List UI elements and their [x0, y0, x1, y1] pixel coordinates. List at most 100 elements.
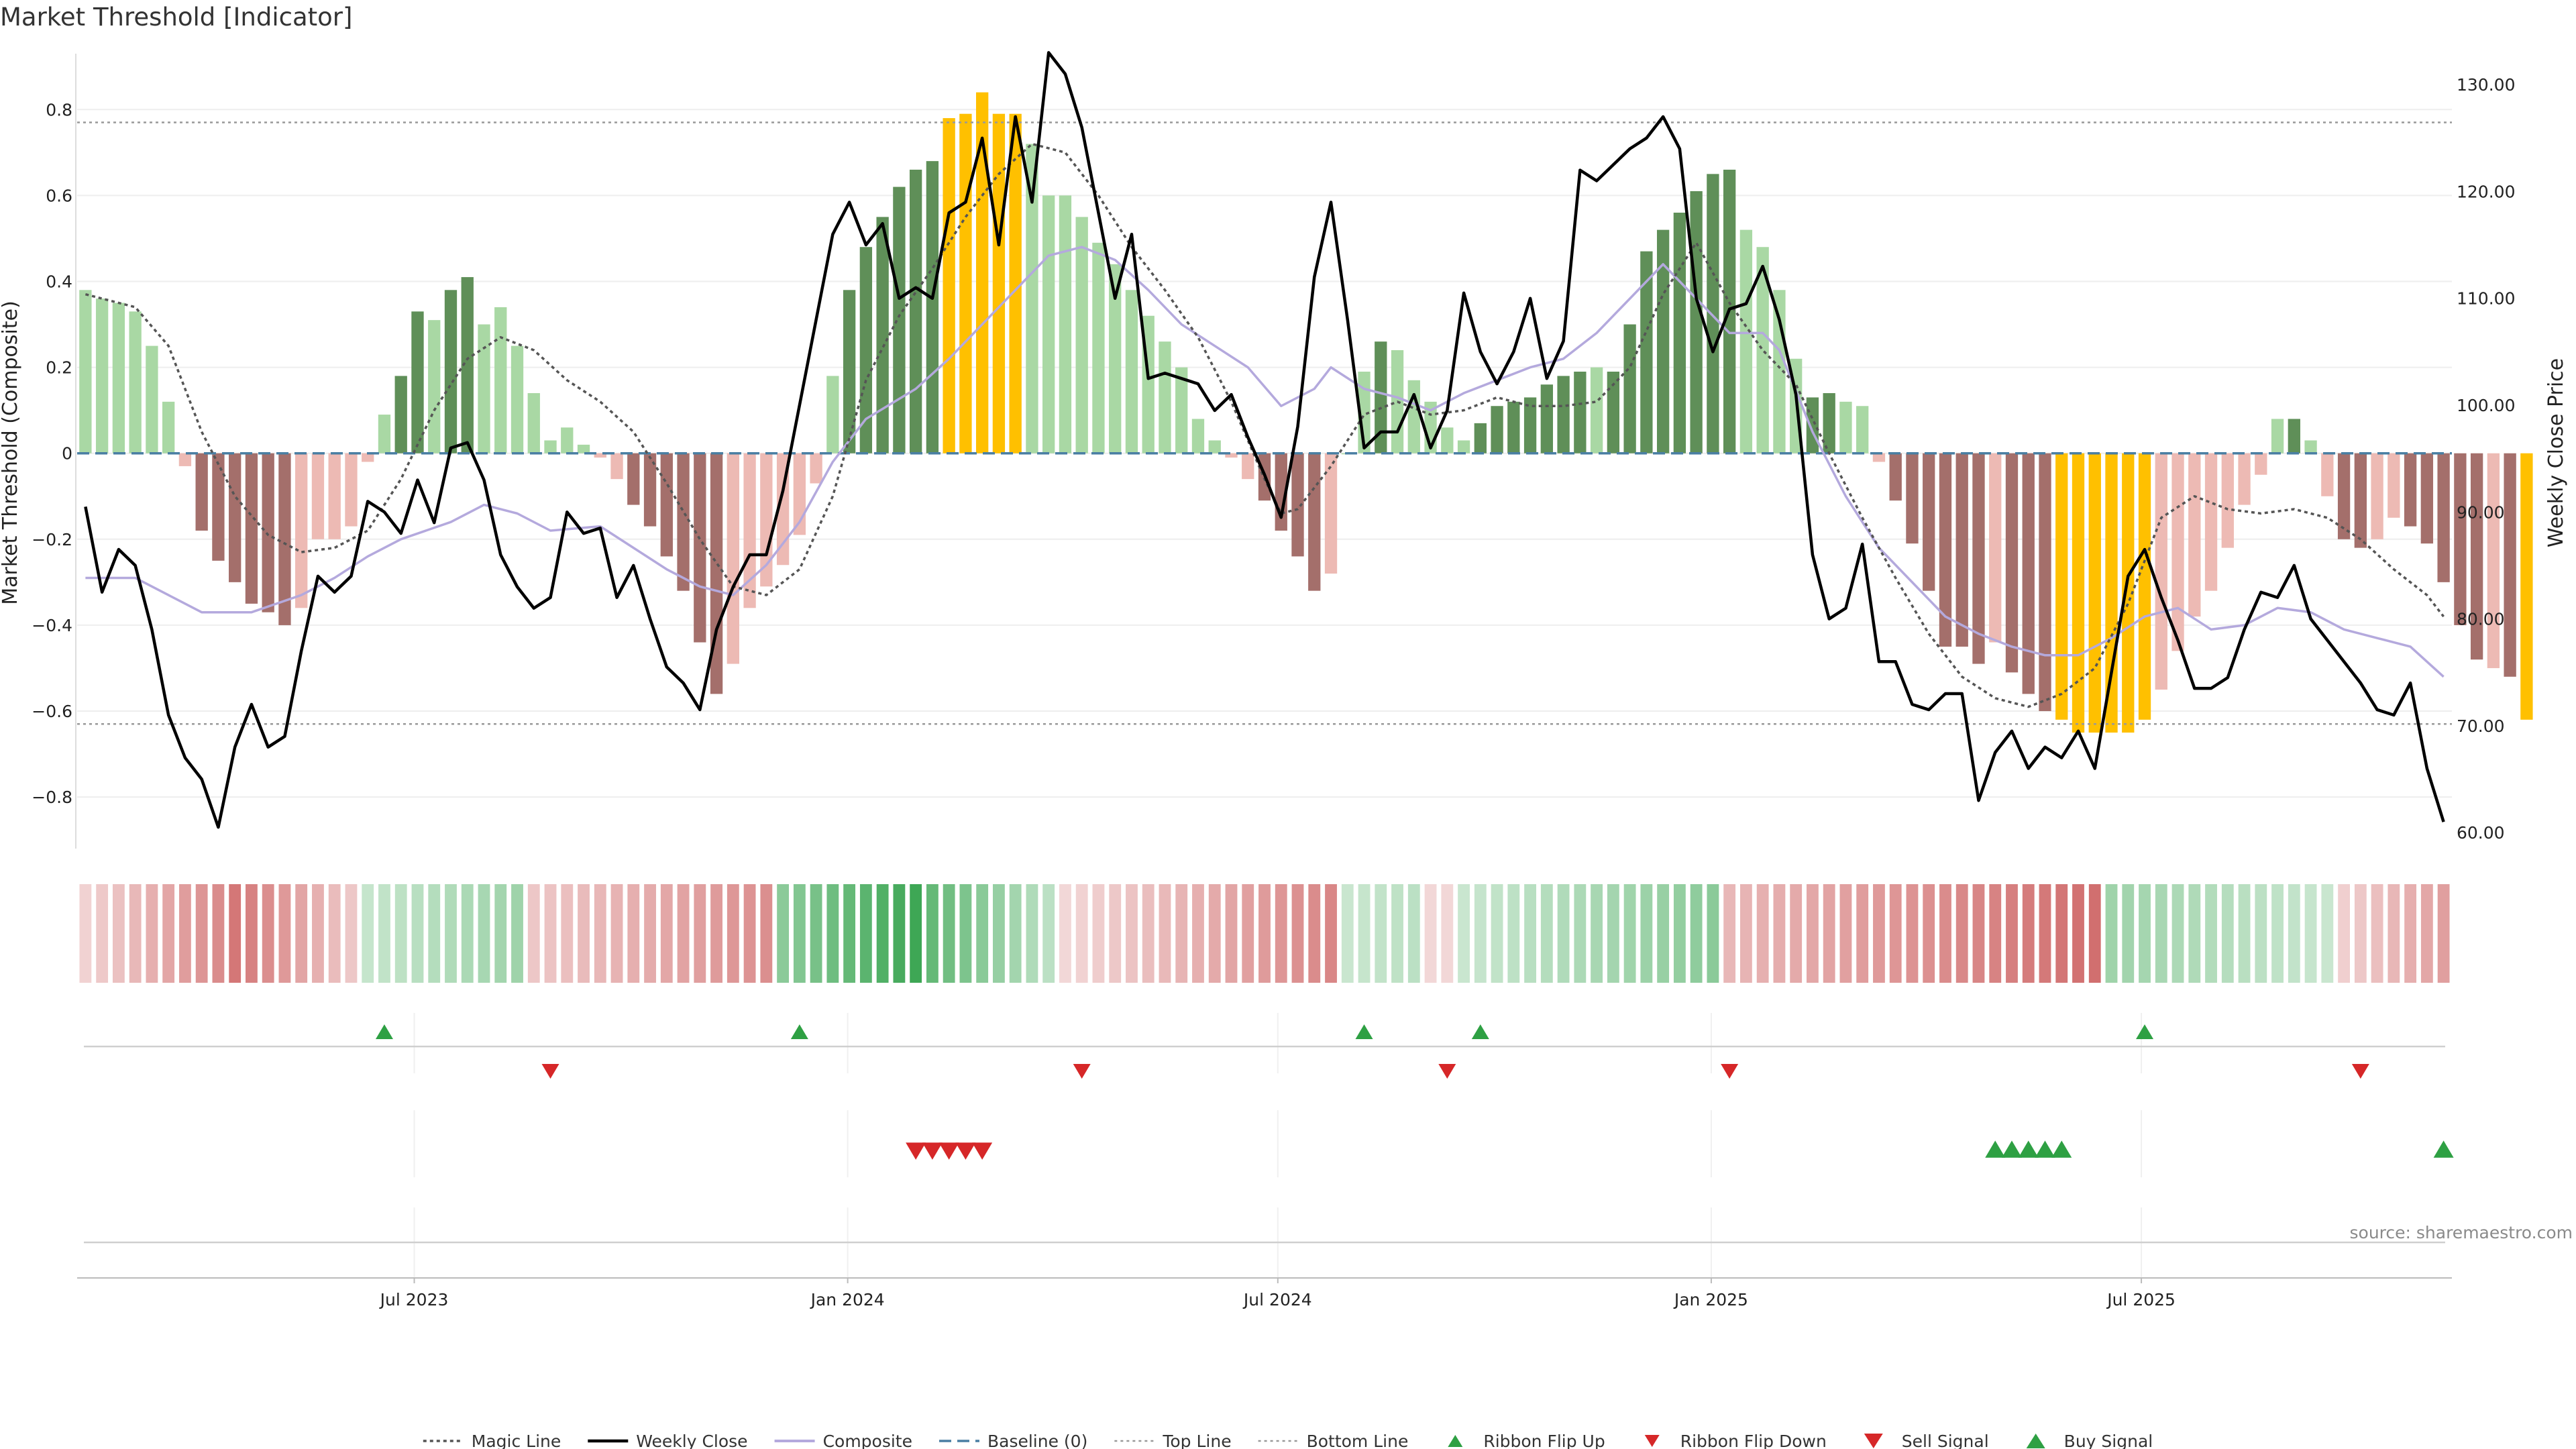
- ribbon-cell: [743, 884, 756, 983]
- composite-bar: [610, 453, 623, 480]
- composite-bar: [959, 113, 972, 453]
- composite-bar: [2055, 453, 2068, 720]
- ribbon-cell: [461, 884, 474, 983]
- composite-bar: [1656, 229, 1670, 453]
- composite-bar: [178, 453, 192, 466]
- ribbon-cell: [594, 884, 606, 983]
- composite-bar: [2072, 453, 2085, 733]
- composite-bar: [1523, 397, 1537, 453]
- composite-bar: [494, 307, 507, 453]
- composite-bar: [278, 453, 291, 625]
- composite-bar: [2288, 419, 2300, 453]
- ribbon-cell: [1175, 884, 1188, 983]
- composite-bar: [345, 453, 358, 527]
- composite-bar: [1690, 191, 1703, 453]
- composite-bar: [79, 290, 92, 453]
- composite-bar: [727, 453, 739, 664]
- x-tick-label: Jul 2025: [2106, 1290, 2176, 1309]
- composite-bar: [1540, 384, 1553, 453]
- ribbon-cell: [2404, 884, 2417, 983]
- composite-bar: [112, 303, 125, 453]
- ribbon-cell: [1375, 884, 1387, 983]
- composite-bar: [1059, 195, 1072, 453]
- composite-bar: [2039, 453, 2051, 712]
- y-left-axis-label: Market Threshold (Composite): [0, 301, 22, 605]
- y-left-tick-label: 0.4: [46, 272, 72, 291]
- ribbon-cell: [2437, 884, 2450, 983]
- ribbon-cell: [2371, 884, 2383, 983]
- composite-bar: [843, 290, 856, 453]
- ribbon-cell: [129, 884, 142, 983]
- composite-bar: [1756, 247, 1769, 453]
- y-left-tick-label: 0.6: [46, 186, 72, 205]
- ribbon-cell: [1557, 884, 1570, 983]
- composite-bar: [743, 453, 756, 608]
- ribbon-cell: [2039, 884, 2051, 983]
- composite-bar: [2238, 453, 2251, 505]
- ribbon-cell: [1607, 884, 1619, 983]
- ribbon-cell: [1707, 884, 1719, 983]
- ribbon-cell: [1756, 884, 1769, 983]
- composite-bar: [1806, 397, 1819, 453]
- y-left-tick-label: −0.4: [32, 616, 72, 635]
- ribbon-cell: [478, 884, 490, 983]
- ribbon-cell: [162, 884, 175, 983]
- signal-panels: [77, 1013, 2454, 1279]
- ribbon-cell: [312, 884, 324, 983]
- composite-bar: [1939, 453, 1952, 647]
- y-right-tick-label: 130.00: [2457, 75, 2515, 95]
- y-right-tick-label: 80.00: [2457, 610, 2505, 629]
- composite-bar: [394, 376, 407, 453]
- composite-bar: [1375, 341, 1387, 453]
- composite-bar: [1042, 195, 1055, 453]
- y-right-tick-label: 110.00: [2457, 289, 2515, 309]
- legend: Magic Line Weekly Close Composite Baseline …: [423, 1432, 2153, 1449]
- ribbon-cell: [627, 884, 640, 983]
- composite-bar: [1989, 453, 2002, 643]
- ribbon-cell: [1773, 884, 1786, 983]
- ribbon-cell: [146, 884, 158, 983]
- composite-bar: [1623, 324, 1636, 453]
- composite-bar: [643, 453, 657, 527]
- composite-bar: [1407, 380, 1420, 453]
- composite-bar: [1590, 367, 1603, 453]
- ribbon-cell: [328, 884, 341, 983]
- composite-bar: [262, 453, 274, 612]
- ribbon-cell: [544, 884, 557, 983]
- composite-bar: [2470, 453, 2483, 660]
- ribbon-cell: [1391, 884, 1403, 983]
- weekly-close-line: [84, 51, 2445, 829]
- ribbon-cell: [2221, 884, 2234, 983]
- ribbon-cell: [1042, 884, 1055, 983]
- ribbon-cell: [910, 884, 922, 983]
- legend-label: Baseline (0): [987, 1432, 1087, 1449]
- ribbon-cell: [112, 884, 125, 983]
- ribbon-cell: [2354, 884, 2367, 983]
- composite-bar: [1673, 213, 1686, 453]
- ribbon-cell: [1026, 884, 1038, 983]
- composite-bar: [1872, 453, 1886, 462]
- ribbon-cell: [2321, 884, 2334, 983]
- ribbon-cell: [1192, 884, 1204, 983]
- ribbon-flip-down-marker: [1438, 1063, 1456, 1079]
- ribbon-cell: [1258, 884, 1271, 983]
- ribbon-flip-down-marker: [2351, 1063, 2369, 1079]
- ribbon-cell: [727, 884, 739, 983]
- composite-bar: [1739, 229, 1753, 453]
- ribbon-cell: [1790, 884, 1803, 983]
- composite-bar: [2520, 453, 2533, 720]
- source-note: source: sharemaestro.com: [2350, 1223, 2573, 1242]
- ribbon-cell: [1325, 884, 1337, 983]
- buy-signal-marker: [2001, 1140, 2022, 1158]
- legend-label: Ribbon Flip Up: [1483, 1432, 1605, 1449]
- ribbon-cell: [1623, 884, 1636, 983]
- legend-label: Composite: [823, 1432, 912, 1449]
- ribbon-cell: [2072, 884, 2084, 983]
- composite-bar: [1823, 393, 1835, 453]
- composite-bar: [1291, 453, 1304, 557]
- composite-bar: [2088, 453, 2101, 733]
- composite-bar: [943, 118, 955, 453]
- ribbon-cell: [2155, 884, 2167, 983]
- ribbon-cell: [2055, 884, 2068, 983]
